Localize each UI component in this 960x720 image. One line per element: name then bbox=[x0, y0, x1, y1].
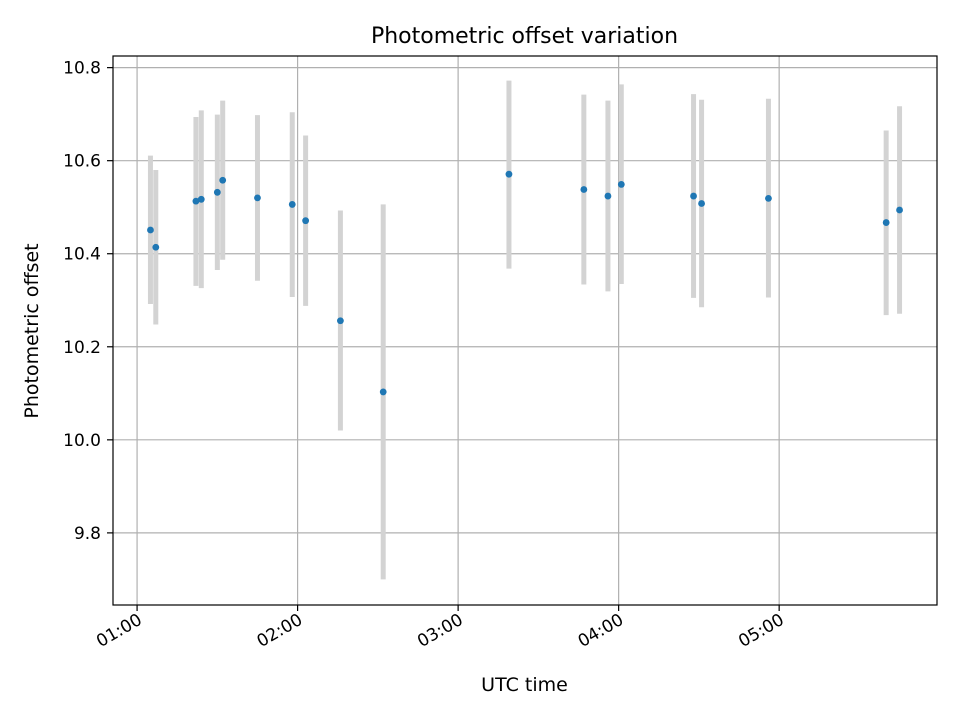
data-point bbox=[379, 388, 387, 396]
data-point bbox=[617, 181, 625, 188]
y-axis-label: Photometric offset bbox=[21, 243, 43, 418]
x-axis-label: UTC time bbox=[481, 674, 568, 696]
data-point bbox=[896, 206, 903, 214]
data-point bbox=[882, 219, 890, 226]
data-point bbox=[147, 226, 154, 234]
chart-title: Photometric offset variation bbox=[371, 24, 678, 49]
data-point bbox=[288, 201, 296, 208]
data-point bbox=[213, 188, 221, 196]
y-tick-label: 10.2 bbox=[63, 338, 101, 358]
data-point bbox=[219, 176, 227, 184]
data-point bbox=[197, 195, 205, 203]
data-point bbox=[254, 194, 261, 202]
data-point bbox=[580, 186, 588, 193]
grid-lines bbox=[113, 56, 937, 605]
data-point bbox=[152, 243, 160, 251]
y-tick-label: 10.0 bbox=[63, 431, 101, 451]
data-point bbox=[505, 170, 513, 178]
data-point bbox=[337, 317, 344, 325]
data-point bbox=[690, 192, 697, 200]
y-tick-label: 10.8 bbox=[63, 59, 101, 79]
data-point bbox=[302, 217, 310, 225]
y-tick-label: 10.4 bbox=[63, 245, 101, 265]
data-point bbox=[765, 194, 772, 202]
data-point bbox=[604, 192, 612, 200]
y-tick-label: 10.6 bbox=[63, 152, 101, 172]
data-points bbox=[147, 170, 903, 396]
y-tick-label: 9.8 bbox=[74, 524, 101, 544]
y-axis-ticks: 9.8 10.0 10.2 10.4 10.6 10.8 bbox=[63, 59, 113, 544]
data-point bbox=[698, 200, 705, 207]
data-point bbox=[192, 197, 200, 205]
plot-frame bbox=[112, 55, 938, 606]
